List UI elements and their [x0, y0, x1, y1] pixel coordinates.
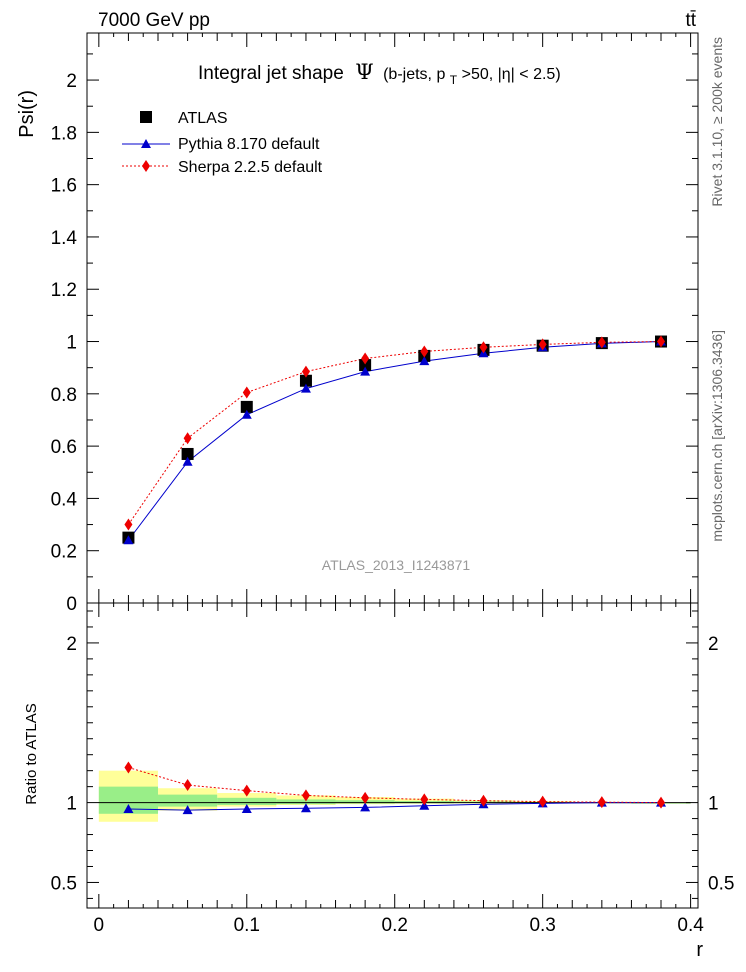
- rivet-label: Rivet 3.1.10, ≥ 200k events: [709, 37, 725, 207]
- atlas-point: [181, 447, 194, 460]
- ratio-y-ticks: 0.5 0.5 1 1 2 2: [51, 610, 734, 899]
- pythia-point: [419, 356, 430, 366]
- pythia-line: [128, 341, 662, 541]
- main-y-tick-label: 0.2: [51, 542, 77, 563]
- sherpa-point: [597, 336, 606, 349]
- sherpa-ratio-point: [183, 779, 192, 792]
- pythia-ratio-point: [123, 803, 134, 813]
- pythia-point: [300, 383, 311, 393]
- green-band-bin: [158, 794, 218, 807]
- main-y-tick-label: 0.8: [51, 385, 77, 406]
- x-tick-label: 0: [94, 915, 105, 936]
- ratio-y-axis-label: Ratio to ATLAS: [23, 703, 40, 804]
- ratio-y-tick-label: 0.5: [51, 873, 77, 894]
- sherpa-ratio-point: [361, 791, 370, 804]
- green-band-bin: [217, 797, 277, 806]
- sherpa-point: [657, 335, 666, 348]
- analysis-watermark: ATLAS_2013_I1243871: [322, 557, 471, 573]
- legend: ATLAS Pythia 8.170 default Sherpa 2.2.5 …: [122, 110, 323, 176]
- ratio-panel-frame: [86, 602, 699, 909]
- pythia-point: [182, 456, 193, 466]
- sherpa-ratio-point: [657, 796, 666, 809]
- sherpa-point: [361, 352, 370, 365]
- sherpa-ratio-point: [301, 789, 310, 802]
- legend-sherpa-marker: [142, 160, 150, 172]
- sherpa-ratio-point: [420, 793, 429, 806]
- main-y-tick-label: 0: [66, 594, 77, 615]
- pythia-point: [123, 535, 134, 545]
- x-axis-label: r: [696, 939, 703, 961]
- pythia-ratio-point: [182, 805, 193, 815]
- x-tick-label: 0.4: [677, 915, 704, 936]
- chart-title-cut-open: (b-jets, p: [383, 66, 445, 83]
- chart-title: Integral jet shape Ψ (b-jets, p T >50, |…: [198, 60, 561, 88]
- sherpa-ratio-point: [538, 795, 547, 808]
- energy-label: 7000 GeV pp: [98, 10, 210, 31]
- pythia-ratio-line: [128, 802, 662, 811]
- pythia-ratio-point: [300, 803, 311, 813]
- pythia-ratio-point: [241, 803, 252, 813]
- sherpa-point: [183, 432, 192, 445]
- main-y-tick-label: 1.4: [51, 228, 78, 249]
- chart-title-cut-rest: >50, |η| < 2.5): [462, 66, 561, 83]
- x-tick-label: 0.2: [382, 915, 408, 936]
- legend-atlas-marker: [140, 111, 152, 123]
- sherpa-ratio-point: [124, 761, 133, 774]
- legend-pythia-marker: [141, 139, 151, 148]
- ratio-y-tick-label-right: 0.5: [708, 873, 734, 894]
- legend-sherpa-label: Sherpa 2.2.5 default: [178, 159, 323, 176]
- sherpa-point: [479, 341, 488, 354]
- ratio-y-tick-label: 2: [66, 634, 77, 655]
- sherpa-point: [538, 338, 547, 351]
- pythia-point: [360, 366, 371, 376]
- main-y-tick-label: 0.6: [51, 437, 77, 458]
- x-tick-label: 0.1: [234, 915, 260, 936]
- main-y-tick-label: 1.8: [51, 123, 77, 144]
- sherpa-line: [128, 341, 662, 525]
- main-y-tick-label: 2: [66, 71, 77, 92]
- sherpa-ratio-point: [242, 784, 251, 797]
- process-label: tt̄: [685, 10, 696, 31]
- atlas-point: [299, 374, 312, 387]
- ratio-y-tick-label-right: 2: [708, 634, 719, 655]
- ratio-y-tick-label: 1: [66, 794, 77, 815]
- chart-title-cut-sub: T: [450, 73, 458, 87]
- legend-atlas-label: ATLAS: [178, 110, 228, 127]
- main-panel: 0 0.2 0.4 0.6 0.8 1 1.2 1.4 1.6 1.8 2 Psi(r) Integ…: [16, 32, 699, 615]
- main-y-tick-label: 1.6: [51, 176, 77, 197]
- sherpa-point: [420, 345, 429, 358]
- ratio-series-lines: [98, 766, 691, 811]
- main-y-tick-label: 1: [66, 333, 77, 354]
- sherpa-ratio-point: [479, 794, 488, 807]
- main-x-ticks: [98, 33, 692, 603]
- main-y-tick-label: 1.2: [51, 280, 77, 301]
- pythia-point: [241, 409, 252, 419]
- ratio-x-ticks: 0 0.1 0.2 0.3 0.4: [94, 603, 704, 936]
- green-band-bin: [276, 799, 336, 805]
- ratio-series-markers: [123, 761, 667, 815]
- sherpa-ratio-point: [597, 796, 606, 809]
- mcplots-label: mcplots.cern.ch [arXiv:1306.3436]: [709, 330, 725, 542]
- atlas-point: [359, 359, 372, 372]
- chart-title-main: Integral jet shape: [198, 63, 344, 84]
- x-tick-label: 0.3: [529, 915, 555, 936]
- main-y-axis-label: Psi(r): [16, 90, 38, 138]
- sherpa-ratio-line: [128, 766, 662, 804]
- ratio-panel: 0.5 0.51 12 2 0 0.1 0.2 0.3 0.4 Ratio to ATLAS …: [23, 602, 734, 961]
- main-y-ticks: 0 0.2 0.4 0.6 0.8 1 1.2 1.4 1.6 1.8 2: [51, 53, 698, 615]
- main-y-tick-label: 0.4: [51, 489, 78, 510]
- ratio-y-tick-label-right: 1: [708, 794, 719, 815]
- main-series-lines: [128, 341, 662, 541]
- atlas-point: [240, 400, 253, 413]
- legend-pythia-label: Pythia 8.170 default: [178, 136, 320, 153]
- main-series-markers: [122, 335, 668, 545]
- chart-title-symbol: Ψ: [355, 60, 373, 84]
- sherpa-point: [301, 365, 310, 378]
- pythia-ratio-point: [360, 802, 371, 812]
- sherpa-point: [242, 386, 251, 399]
- sherpa-point: [124, 518, 133, 531]
